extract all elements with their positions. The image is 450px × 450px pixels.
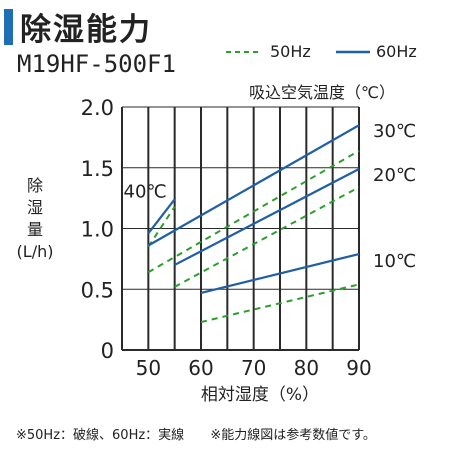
temperature-label: 10℃ [373, 251, 416, 272]
footnote: ※50Hz：破線、60Hz：実線 ※能力線図は参考数値です。 [16, 424, 446, 443]
legend-50hz-label: 50Hz [270, 42, 311, 61]
y-axis-label: 除 湿 量 (L/h) [10, 175, 60, 263]
x-tick-label: 60 [188, 356, 213, 380]
x-axis-label: 相対湿度（%） [200, 385, 320, 405]
series-line-50hz [200, 283, 360, 324]
temperature-label: 40℃ [124, 181, 167, 202]
x-tick-label: 90 [346, 356, 371, 380]
footnote-reference: ※能力線図は参考数値です。 [210, 428, 376, 443]
y-tick-label: 2.0 [81, 96, 114, 120]
temperature-label: 30℃ [373, 121, 416, 142]
title-accent-bar [4, 9, 13, 45]
series-line-50hz [174, 186, 360, 288]
intake-temperature-label: 吸込空気温度（℃） [249, 83, 395, 102]
y-tick-label: 0.5 [81, 278, 114, 302]
series-line-50hz [147, 149, 360, 274]
x-tick-label: 70 [241, 356, 266, 380]
y-axis-label-unit: (L/h) [16, 242, 54, 261]
series-line-60hz [200, 252, 360, 294]
x-tick-label: 80 [294, 356, 319, 380]
chart-legend: 50Hz 60Hz [224, 40, 450, 66]
y-tick-label: 1.0 [81, 218, 114, 242]
series-line-50hz [147, 206, 176, 248]
temperature-label: 20℃ [373, 165, 416, 186]
series-line-60hz [147, 198, 176, 235]
y-axis-label-char: 量 [26, 220, 43, 239]
y-axis-label-char: 湿 [26, 198, 43, 217]
legend-swatches [226, 50, 370, 54]
series-line-60hz [147, 124, 360, 247]
page-title: 除湿能力 [20, 12, 152, 48]
series-line-60hz [174, 167, 360, 266]
x-tick-label: 50 [136, 356, 161, 380]
legend-60hz-label: 60Hz [376, 42, 417, 61]
y-tick-label: 1.5 [81, 157, 114, 181]
y-axis-label-char: 除 [26, 176, 43, 195]
footnote-line-style: ※50Hz：破線、60Hz：実線 [16, 428, 185, 443]
y-tick-label: 0 [101, 339, 114, 363]
model-number: M19HF-500F1 [17, 50, 176, 78]
